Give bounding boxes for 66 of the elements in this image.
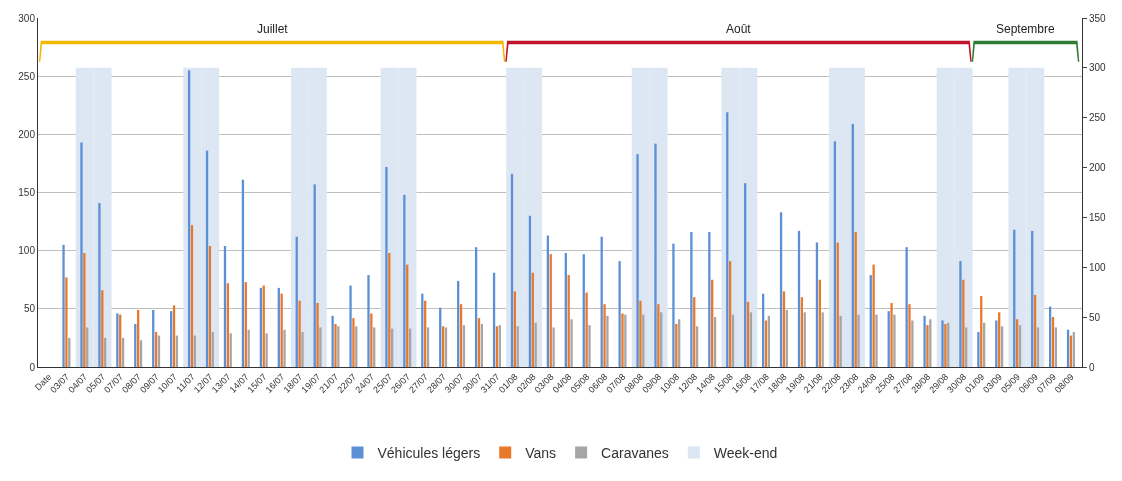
bar xyxy=(654,143,657,367)
y-tick-label: 150 xyxy=(18,187,36,198)
y2-tick-label: 50 xyxy=(1089,311,1101,323)
bar xyxy=(872,264,875,367)
y-tick-label: 50 xyxy=(23,303,36,315)
bar xyxy=(959,261,962,367)
bar xyxy=(585,292,588,367)
bar xyxy=(639,300,642,367)
bar xyxy=(875,314,878,367)
bar xyxy=(636,154,639,367)
bar xyxy=(98,202,101,367)
y-tick-label: 200 xyxy=(18,128,36,140)
bar xyxy=(690,232,693,367)
bar xyxy=(603,304,606,367)
bar xyxy=(370,313,373,367)
annotation: Août xyxy=(726,22,752,36)
bar xyxy=(923,315,926,367)
bar xyxy=(65,277,68,367)
bar xyxy=(385,166,388,367)
y-tick-label: 0 xyxy=(29,361,36,373)
annotation: Septembre xyxy=(996,22,1056,36)
y2-tick-label: 200 xyxy=(1089,162,1107,174)
bar xyxy=(588,325,591,367)
bar xyxy=(570,319,573,367)
y2-tick-label: 100 xyxy=(1089,261,1107,273)
bar xyxy=(283,329,286,367)
bar xyxy=(298,300,301,367)
bar xyxy=(80,142,83,367)
bar xyxy=(911,320,914,367)
y-tick-label: 250 xyxy=(18,70,36,82)
bar xyxy=(657,304,660,367)
bar xyxy=(618,261,621,367)
y-tick-label: 100 xyxy=(18,245,36,257)
y-tick-label: 300 xyxy=(18,12,36,24)
bar xyxy=(908,304,911,367)
legend-label: Vans xyxy=(525,444,557,461)
bar xyxy=(672,243,675,367)
bar xyxy=(331,315,334,367)
legend-label: Véhicules légers xyxy=(377,444,481,461)
bar xyxy=(62,244,65,367)
y2-tick-label: 250 xyxy=(1089,112,1107,124)
bar xyxy=(977,332,980,367)
legend-label: Caravanes xyxy=(601,444,669,461)
bar xyxy=(905,247,908,367)
bar xyxy=(606,315,609,367)
y2-tick-label: 0 xyxy=(1089,361,1095,373)
bar xyxy=(319,327,322,367)
bar xyxy=(926,325,929,367)
y2-tick-label: 300 xyxy=(1089,62,1107,74)
bar xyxy=(301,332,304,367)
y2-tick-label: 350 xyxy=(1089,12,1107,24)
bar xyxy=(403,194,406,367)
bar xyxy=(839,315,842,367)
bar xyxy=(893,314,896,367)
bar xyxy=(83,252,86,367)
bar xyxy=(367,275,370,367)
bar xyxy=(552,327,555,367)
bar xyxy=(890,303,893,367)
y2-tick-label: 150 xyxy=(1089,211,1107,223)
bar xyxy=(352,318,355,367)
bar xyxy=(857,314,860,367)
bar xyxy=(265,333,268,367)
bar xyxy=(316,303,319,367)
bar xyxy=(349,285,352,367)
legend-label: Week-end xyxy=(713,444,778,461)
annotation: Juillet xyxy=(257,22,289,36)
